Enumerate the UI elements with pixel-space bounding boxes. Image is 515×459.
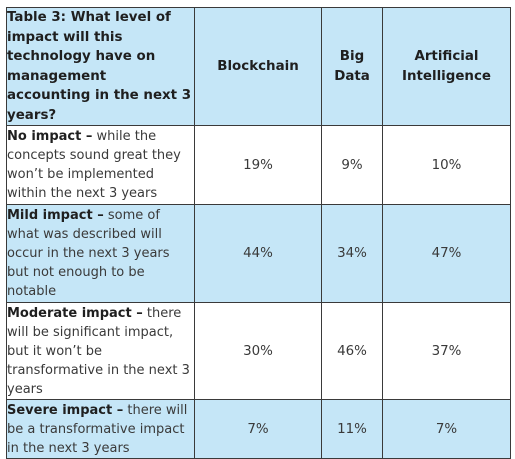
cell-big-data: 11% (321, 399, 383, 459)
impact-table: Table 3: What level of impact will this … (6, 7, 511, 459)
row-label-lead: Severe impact – (7, 402, 124, 418)
cell-artificial-intelligence: 7% (382, 399, 511, 459)
row-label-lead: Mild impact – (7, 208, 104, 223)
row-label-lead: Moderate impact – (7, 305, 143, 321)
column-header-blockchain: Blockchain (194, 7, 322, 126)
cell-artificial-intelligence: 47% (382, 204, 511, 303)
cell-blockchain: 30% (194, 302, 322, 400)
header-row: Table 3: What level of impact will this … (6, 7, 511, 126)
row-label-description: there will be a transformative impact in… (7, 402, 188, 456)
cell-blockchain: 44% (194, 204, 322, 303)
cell-blockchain: 19% (194, 125, 322, 205)
table-row-no-impact: No impact – while the concepts sound gre… (6, 125, 511, 205)
row-label: Moderate impact – there will be signific… (6, 302, 195, 400)
row-label: Severe impact – there will be a transfor… (6, 399, 195, 459)
row-label: Mild impact – some of what was described… (6, 204, 195, 303)
table-row-mild-impact: Mild impact – some of what was described… (6, 204, 511, 303)
cell-blockchain: 7% (194, 399, 322, 459)
row-label-description: while the concepts sound great they won’… (7, 129, 181, 201)
column-header-artificial-intelligence: Artificial Intelligence (382, 7, 511, 126)
column-header-big-data: Big Data (321, 7, 383, 126)
cell-artificial-intelligence: 37% (382, 302, 511, 400)
cell-big-data: 34% (321, 204, 383, 303)
row-label-description: some of what was described will occur in… (7, 208, 170, 299)
cell-big-data: 46% (321, 302, 383, 400)
table-title: Table 3: What level of impact will this … (6, 7, 195, 126)
table-row-moderate-impact: Moderate impact – there will be signific… (6, 302, 511, 400)
row-label-lead: No impact – (7, 129, 93, 144)
row-label: No impact – while the concepts sound gre… (6, 125, 195, 205)
cell-big-data: 9% (321, 125, 383, 205)
row-label-description: there will be significant impact, but it… (7, 305, 190, 397)
cell-artificial-intelligence: 10% (382, 125, 511, 205)
table-row-severe-impact: Severe impact – there will be a transfor… (6, 399, 511, 459)
